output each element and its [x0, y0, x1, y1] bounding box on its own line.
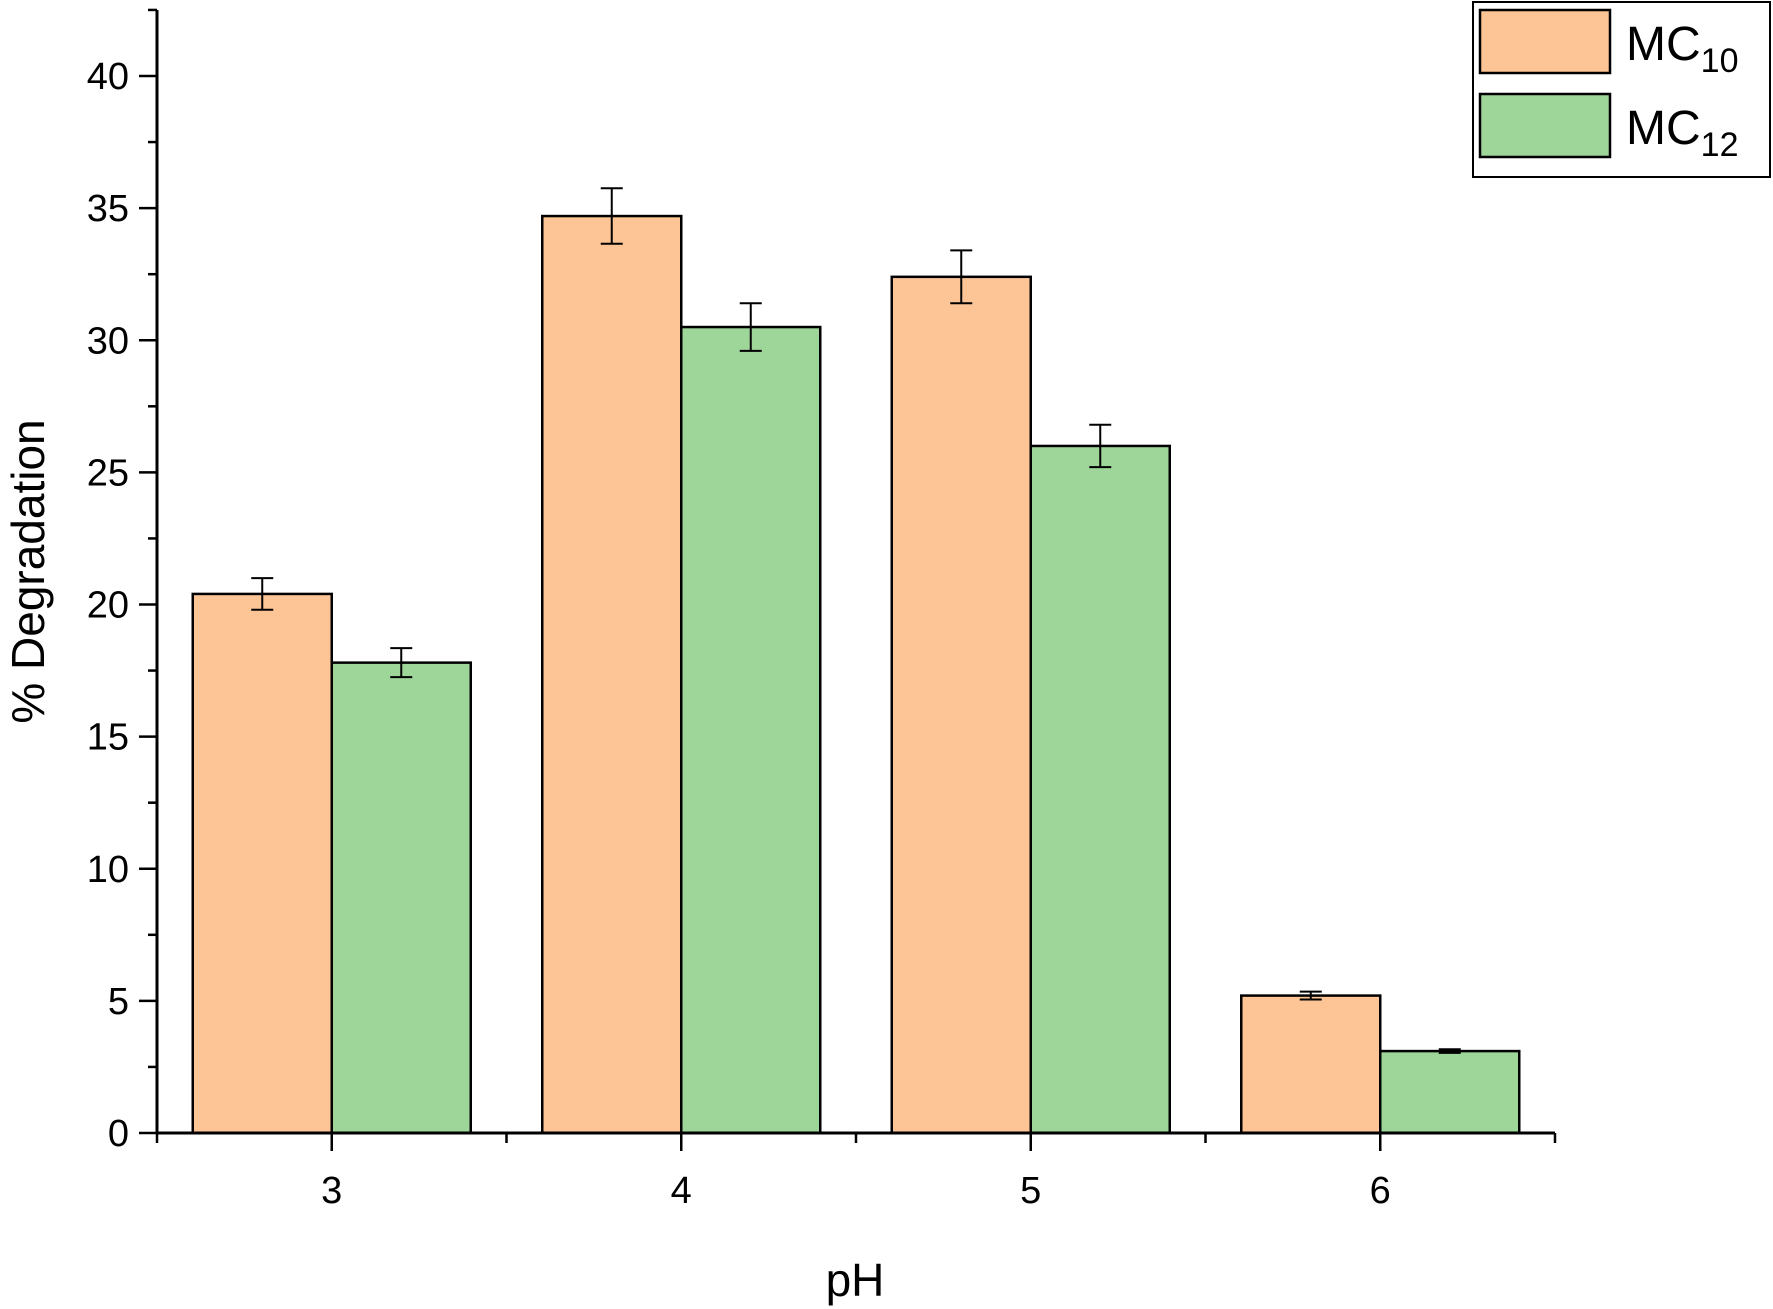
error-bar-mc10-ph4 [600, 187, 623, 245]
bar-mc12-ph6 [1379, 1049, 1521, 1135]
bar-mc12-ph4 [680, 325, 822, 1135]
error-bar-mc10-ph5 [950, 249, 973, 305]
bars-layer [191, 214, 1521, 1135]
y-tick-label: 40 [87, 56, 129, 98]
x-axis-title: pH [826, 1254, 885, 1306]
legend-swatch-mc10 [1478, 8, 1612, 75]
bar-mc10-ph6 [1240, 994, 1382, 1135]
x-tick-label: 3 [321, 1170, 342, 1212]
legend-label-mc12: MC12 [1626, 102, 1738, 164]
y-tick-label: 35 [87, 188, 129, 230]
bar-mc12-ph5 [1029, 444, 1171, 1135]
y-tick-label: 25 [87, 452, 129, 494]
y-tick-label: 5 [108, 981, 129, 1023]
y-tick-label: 20 [87, 585, 129, 627]
y-tick-label: 10 [87, 849, 129, 891]
error-bar-mc10-ph6 [1299, 990, 1322, 1001]
bar-mc10-ph5 [890, 275, 1032, 1135]
legend: MC10 MC12 [1472, 1, 1771, 178]
axes-layer [139, 8, 1557, 1151]
x-tick-label: 4 [671, 1170, 692, 1212]
error-bar-mc12-ph6 [1438, 1048, 1461, 1054]
y-tick-label: 15 [87, 717, 129, 759]
tick-labels-layer: 0 5 10 15 20 25 30 35 40 3 4 5 6 [87, 56, 1391, 1212]
error-bar-mc10-ph3 [251, 577, 274, 611]
x-tick-label: 6 [1370, 1170, 1391, 1212]
bar-mc10-ph3 [191, 592, 333, 1135]
bar-mc10-ph4 [541, 214, 683, 1135]
y-tick-label: 0 [108, 1113, 129, 1155]
error-bar-mc12-ph3 [390, 647, 413, 679]
y-axis-title: % Degradation [2, 419, 54, 723]
error-bar-mc12-ph4 [739, 302, 762, 352]
x-tick-label: 5 [1020, 1170, 1041, 1212]
legend-label-mc10: MC10 [1626, 18, 1738, 80]
error-bar-mc12-ph5 [1089, 423, 1112, 469]
y-tick-label: 30 [87, 320, 129, 362]
bar-mc12-ph3 [330, 661, 472, 1135]
legend-swatch-mc12 [1478, 92, 1612, 159]
error-bars-layer [251, 187, 1461, 1054]
